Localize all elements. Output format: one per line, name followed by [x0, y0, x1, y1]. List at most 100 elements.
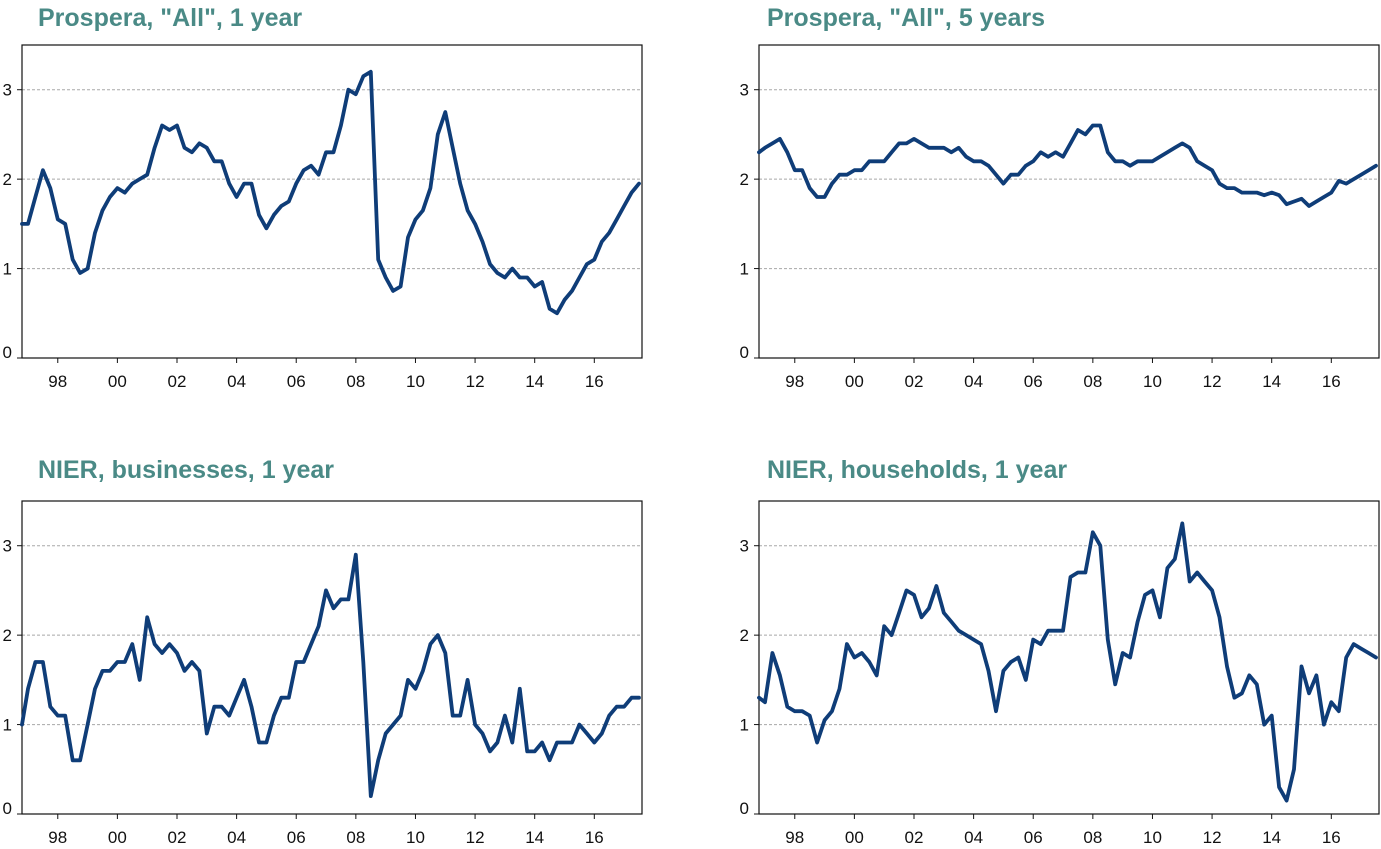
plot-frame [21, 44, 643, 359]
y-tick-label: 1 [3, 716, 12, 735]
data-point [101, 209, 104, 212]
data-point [548, 758, 551, 762]
data-point [20, 222, 24, 226]
data-point [1016, 656, 1020, 659]
data-point [503, 714, 507, 718]
data-point [785, 705, 789, 709]
data-point [1136, 159, 1139, 163]
data-point [905, 589, 908, 592]
data-point [339, 124, 343, 127]
data-point [852, 656, 856, 659]
data-point [294, 182, 298, 186]
data-point [1337, 709, 1341, 713]
data-point [942, 611, 946, 615]
data-point [808, 714, 812, 718]
data-point [123, 191, 127, 194]
data-point [942, 146, 946, 150]
data-point [979, 159, 983, 163]
data-point [451, 146, 455, 150]
data-point [160, 651, 164, 655]
data-point [994, 173, 998, 177]
data-point [56, 714, 60, 718]
data-point [800, 709, 804, 713]
data-point [391, 289, 395, 293]
data-point [637, 696, 641, 700]
data-point [845, 173, 849, 177]
plot-frame [21, 500, 643, 815]
data-point [1076, 571, 1080, 574]
x-tick-label: 02 [905, 828, 924, 847]
x-tick-label: 14 [1262, 372, 1281, 391]
plot-frame [758, 44, 1380, 359]
data-point [108, 669, 112, 673]
data-point [1009, 660, 1013, 664]
data-point [570, 741, 574, 744]
x-tick-label: 08 [346, 828, 365, 847]
x-tick-label: 10 [406, 372, 425, 391]
data-point [63, 714, 67, 718]
data-point [867, 159, 871, 163]
x-tick-label: 98 [48, 828, 67, 847]
data-point [1136, 620, 1139, 624]
data-point [242, 182, 246, 186]
data-point [875, 673, 879, 677]
data-point [622, 705, 626, 709]
data-point [34, 660, 37, 664]
data-point [220, 705, 224, 709]
data-point [1285, 202, 1288, 206]
data-point [1061, 629, 1065, 633]
data-point [1046, 629, 1050, 633]
x-tick-label: 04 [227, 828, 246, 847]
x-tick-label: 00 [845, 372, 864, 391]
data-point [324, 150, 328, 154]
data-point [123, 660, 127, 664]
data-point [197, 141, 201, 145]
data-point [1292, 767, 1296, 771]
x-tick-label: 16 [585, 828, 604, 847]
data-point [1240, 691, 1244, 695]
data-point [1270, 714, 1274, 718]
series-line [757, 123, 1378, 208]
data-point [272, 714, 276, 718]
x-tick-label: 12 [1203, 372, 1222, 391]
data-point [153, 642, 157, 646]
data-point [934, 584, 938, 588]
data-point [175, 124, 179, 127]
data-point [354, 553, 358, 557]
data-point [220, 159, 224, 163]
data-point [466, 678, 470, 682]
data-point [1255, 682, 1259, 686]
data-point [1188, 580, 1192, 583]
series-line [20, 69, 641, 316]
data-point [153, 146, 157, 150]
y-tick-label: 1 [3, 260, 12, 279]
data-point [212, 705, 216, 709]
data-point [920, 141, 923, 145]
data-point [130, 642, 134, 646]
data-point [1247, 673, 1251, 677]
data-point [964, 633, 968, 637]
data-point [317, 624, 320, 628]
data-point [1277, 193, 1281, 197]
x-tick-label: 16 [585, 372, 604, 391]
data-point [905, 141, 908, 145]
y-tick-label: 0 [3, 799, 12, 818]
data-point [1233, 696, 1236, 700]
data-point [1292, 200, 1296, 203]
data-point [1218, 182, 1221, 186]
data-point [466, 209, 470, 212]
data-point [443, 651, 447, 655]
data-point [1262, 723, 1266, 726]
data-point [637, 182, 641, 186]
data-point [1054, 629, 1057, 633]
data-point [406, 678, 410, 682]
data-point [518, 276, 522, 279]
data-point [250, 705, 253, 709]
series-line [20, 552, 641, 799]
data-point [763, 146, 767, 150]
x-tick-label: 06 [1024, 828, 1043, 847]
data-point [257, 213, 261, 217]
data-point [815, 741, 819, 744]
data-point [458, 714, 462, 718]
data-point [1367, 651, 1370, 655]
